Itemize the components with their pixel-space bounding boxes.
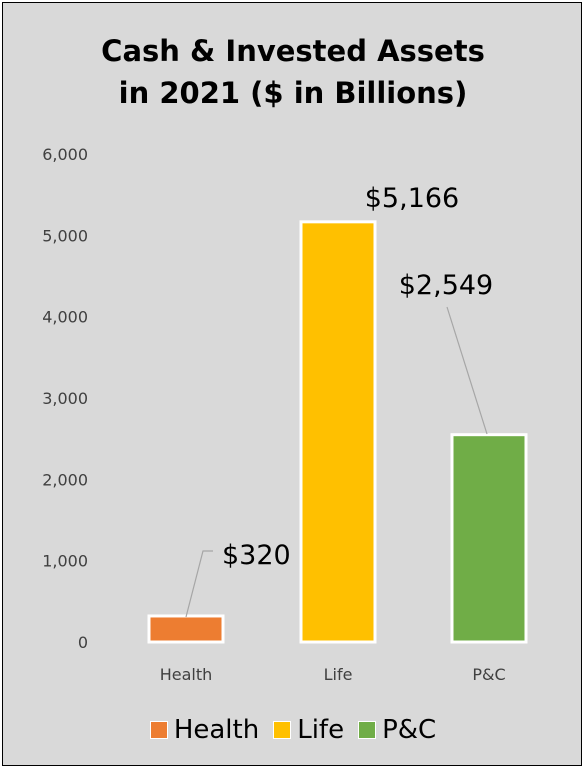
bar-health [147,614,225,644]
chart-title: Cash & Invested Assets in 2021 ($ in Bil… [0,30,586,114]
legend-label-health: Health [173,715,260,745]
y-tick-label: 3,000 [42,389,88,408]
legend-item-life: Life [273,715,344,745]
leader-line [446,306,488,435]
x-tick-label: P&C [472,665,505,684]
y-tick-label: 2,000 [42,470,88,489]
legend-swatch-pc [358,721,377,739]
legend-swatch-health [149,721,168,739]
y-tick-label: 4,000 [42,308,88,327]
x-tick-label: Life [324,665,353,684]
chart-title-line-1: Cash & Invested Assets [101,34,485,68]
chart-title-line-2: in 2021 ($ in Billions) [118,76,468,110]
data-label: $2,549 [399,270,493,301]
bar-pc [450,433,528,644]
x-tick-label: Health [160,665,213,684]
legend: Health Life P&C [0,715,586,745]
y-tick-label: 5,000 [42,226,88,245]
bar-life [299,220,377,644]
legend-label-pc: P&C [382,715,437,745]
legend-item-pc: P&C [358,715,436,745]
legend-label-life: Life [297,715,345,745]
legend-swatch-life [273,721,292,739]
y-tick-label: 0 [78,633,88,652]
leader-line [185,550,213,618]
legend-item-health: Health [149,715,260,745]
y-tick-label: 6,000 [42,145,88,164]
y-tick-label: 1,000 [42,552,88,571]
data-label: $320 [222,540,291,571]
data-label: $5,166 [365,183,459,214]
